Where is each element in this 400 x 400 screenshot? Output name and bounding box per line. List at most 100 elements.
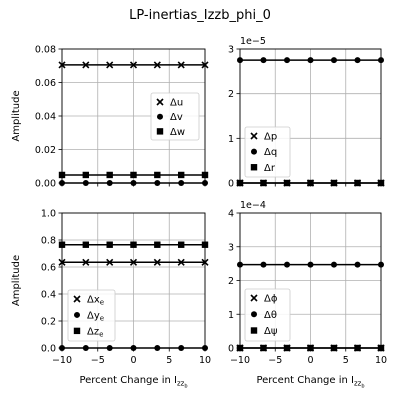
data-point (307, 261, 314, 268)
scale-offset-label: 1e−5 (240, 36, 266, 47)
chart-panel-2: 0 1 2 3 1e−5 Δp Δq Δr (228, 36, 385, 190)
axes-frame (61, 212, 206, 349)
data-point (106, 258, 114, 266)
data-point (106, 241, 113, 248)
legend-marker (250, 327, 258, 334)
legend-marker (156, 128, 164, 135)
series-3 (58, 241, 209, 248)
data-point (82, 258, 90, 266)
x-tick-label: −5 (268, 355, 282, 366)
x-tick-label: 0 (130, 355, 136, 366)
chart-panel-1: 0.00 0.02 0.04 0.06 0.08 Amplitude Δu Δv Δw (11, 45, 209, 190)
y-tick-label: 0.4 (41, 290, 56, 301)
data-point (130, 171, 137, 179)
y-tick-label: 1 (228, 310, 234, 321)
legend-label: Δp (264, 132, 277, 143)
x-tick-label: 0 (307, 355, 313, 366)
data-point (330, 57, 337, 64)
y-tick-label: 1 (228, 134, 234, 145)
data-point (260, 57, 267, 64)
legend-label: Δv (170, 112, 183, 123)
data-point (154, 241, 161, 248)
data-point (129, 258, 138, 266)
data-point (153, 61, 161, 69)
x-axis-label: Percent Change in Izzb (79, 375, 187, 390)
legend-label: Δr (264, 163, 276, 174)
y-tick-label: 4 (228, 209, 234, 220)
data-point (82, 61, 90, 69)
legend-label: Δq (264, 147, 277, 158)
series-1 (58, 61, 209, 69)
x-tick-label: −10 (52, 355, 72, 366)
legend-marker (250, 164, 258, 171)
data-point (153, 258, 161, 266)
legend-label: Δye (87, 310, 104, 322)
legend: Δp Δq Δr (244, 126, 291, 178)
y-tick-label: 1.0 (41, 209, 56, 220)
series-2 (237, 261, 384, 268)
data-point (177, 171, 185, 179)
legend-label: Δθ (264, 310, 277, 321)
y-tick-label: 3 (228, 242, 234, 253)
data-point (177, 61, 185, 69)
x-tick-label: 5 (343, 355, 349, 366)
legend-marker (156, 98, 164, 106)
legend: Δxe Δye Δze (67, 289, 116, 342)
legend-marker (74, 311, 80, 318)
data-point (284, 261, 291, 268)
data-point (129, 61, 138, 69)
y-tick-label: 0 (228, 179, 234, 190)
data-point (130, 241, 137, 248)
y-tick-label: 0.08 (35, 45, 56, 56)
axes-frame (239, 48, 382, 184)
legend-label: Δze (87, 326, 103, 338)
legend-label: Δxe (87, 295, 104, 307)
x-axis-label: Percent Change in Izzb (256, 375, 364, 390)
y-tick-label: 3 (228, 45, 234, 56)
data-point (177, 258, 185, 266)
chart-panel-4: 0 1 2 3 4 −10 −5 0 5 10 1e−4 Percent Change in Izzb… (228, 200, 387, 390)
data-point (177, 241, 185, 248)
data-point (307, 57, 314, 64)
legend: Δu Δv Δw (150, 92, 200, 141)
data-point (284, 57, 291, 64)
y-tick-label: 0.06 (35, 78, 56, 89)
series-2 (237, 57, 384, 64)
y-tick-label: 2 (228, 276, 234, 287)
data-point (260, 261, 267, 268)
y-axis-label: Amplitude (11, 90, 22, 141)
y-tick-label: 0.8 (41, 236, 56, 247)
legend-marker (251, 148, 257, 155)
y-tick-label: 0.02 (35, 145, 56, 156)
data-point (82, 241, 90, 248)
legend-label: Δψ (264, 326, 278, 337)
data-point (354, 261, 361, 268)
legend-label: Δw (170, 127, 185, 138)
y-axis-label: Amplitude (11, 255, 22, 306)
x-tick-label: −5 (91, 355, 105, 366)
x-tick-label: 10 (199, 355, 211, 366)
data-point (106, 61, 114, 69)
legend-marker (251, 311, 257, 318)
y-tick-label: 0 (228, 344, 234, 355)
y-tick-label: 0.00 (35, 179, 56, 190)
data-point (354, 57, 361, 64)
legend-marker (250, 294, 258, 302)
legend: Δϕ Δθ Δψ (244, 288, 291, 342)
y-tick-label: 0.2 (41, 317, 56, 328)
y-tick-label: 0.6 (41, 263, 56, 274)
axes-frame (239, 212, 382, 349)
legend-marker (73, 295, 81, 303)
x-tick-label: 10 (375, 355, 387, 366)
legend-label: Δϕ (264, 294, 278, 305)
legend-marker (250, 132, 258, 140)
x-tick-label: −10 (230, 355, 250, 366)
legend-marker (157, 113, 163, 120)
axes-frame (61, 48, 206, 184)
figure-title: LP-inertias_Izzb_phi_0 (129, 8, 271, 23)
legend-label: Δu (170, 98, 183, 109)
data-point (154, 171, 161, 179)
y-tick-label: 2 (228, 89, 234, 100)
chart-panel-3: 0.0 0.2 0.4 0.6 0.8 1.0 −10 −5 0 5 10 Amplitude Perc… (11, 209, 211, 390)
